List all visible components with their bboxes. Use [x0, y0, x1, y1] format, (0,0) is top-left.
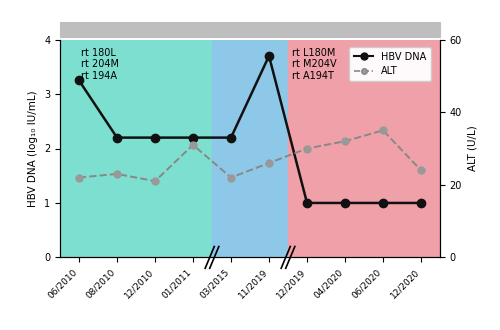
Legend: HBV DNA, ALT: HBV DNA, ALT — [349, 47, 432, 81]
Bar — [212, 40, 288, 257]
Bar — [60, 22, 288, 37]
Y-axis label: ALT (U/L): ALT (U/L) — [468, 126, 477, 171]
Bar — [288, 40, 440, 257]
Text: rt 180L
rt 204M
rt 194A: rt 180L rt 204M rt 194A — [81, 48, 119, 81]
Bar — [288, 22, 440, 37]
Text: LAM: LAM — [159, 23, 189, 36]
Text: TDF: TDF — [350, 23, 378, 36]
Text: rt L180M
rt M204V
rt A194T: rt L180M rt M204V rt A194T — [292, 48, 337, 81]
Bar — [60, 40, 212, 257]
Y-axis label: HBV DNA (log₁₀ IU/mL): HBV DNA (log₁₀ IU/mL) — [28, 90, 38, 207]
